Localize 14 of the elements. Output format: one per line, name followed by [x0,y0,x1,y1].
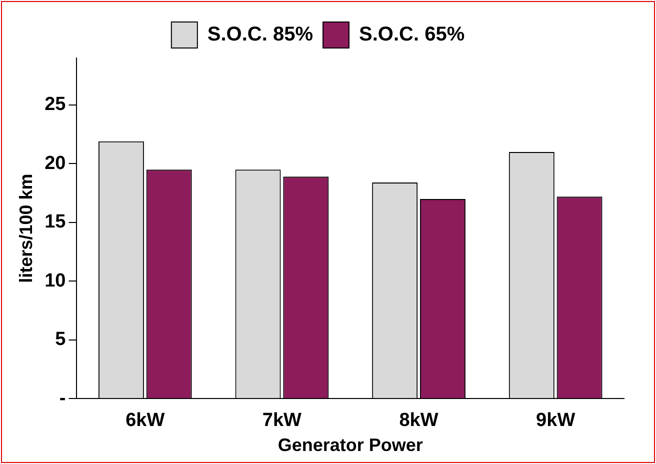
legend-label: S.O.C. 85% [207,24,314,46]
y-tick-label: 25 [44,94,66,116]
x-tick-label: 9kW [536,410,576,432]
y-tick-label: - [59,388,66,409]
legend-label: S.O.C. 65% [359,24,465,46]
x-tick-label: 6kW [126,410,165,432]
y-tick-label: 15 [44,212,66,233]
y-tick-label: 20 [44,152,66,174]
y-tick-label: 10 [44,270,66,292]
x-axis-title: Generator Power [278,435,423,456]
x-tick-label: 7kW [262,410,302,432]
y-tick-label: 5 [55,329,66,350]
y-axis-title: liters/100 km [16,174,36,283]
x-tick-label: 8kW [399,410,438,432]
